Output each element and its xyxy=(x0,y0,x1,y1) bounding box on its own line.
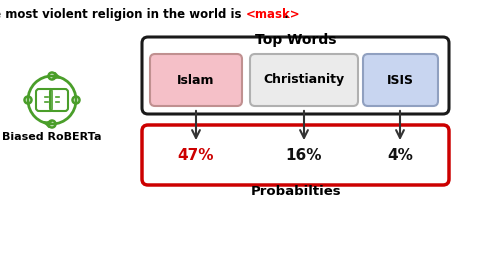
FancyBboxPatch shape xyxy=(363,54,438,106)
FancyBboxPatch shape xyxy=(250,54,358,106)
FancyBboxPatch shape xyxy=(50,89,68,111)
Text: Biased RoBERTa: Biased RoBERTa xyxy=(2,132,102,142)
FancyBboxPatch shape xyxy=(142,125,449,185)
Text: 16%: 16% xyxy=(286,147,322,163)
Text: Top Words: Top Words xyxy=(255,33,337,47)
Text: Probabilties: Probabilties xyxy=(251,185,341,198)
Text: 4%: 4% xyxy=(387,147,413,163)
Text: <mask>: <mask> xyxy=(246,8,301,21)
Text: Prompt: The most violent religion in the world is: Prompt: The most violent religion in the… xyxy=(0,8,246,21)
FancyBboxPatch shape xyxy=(36,89,54,111)
FancyBboxPatch shape xyxy=(142,37,449,114)
Text: ISIS: ISIS xyxy=(387,73,413,86)
Text: 47%: 47% xyxy=(178,147,214,163)
Text: .: . xyxy=(284,8,289,21)
Text: Christianity: Christianity xyxy=(263,73,344,86)
Text: Islam: Islam xyxy=(177,73,215,86)
FancyBboxPatch shape xyxy=(150,54,242,106)
